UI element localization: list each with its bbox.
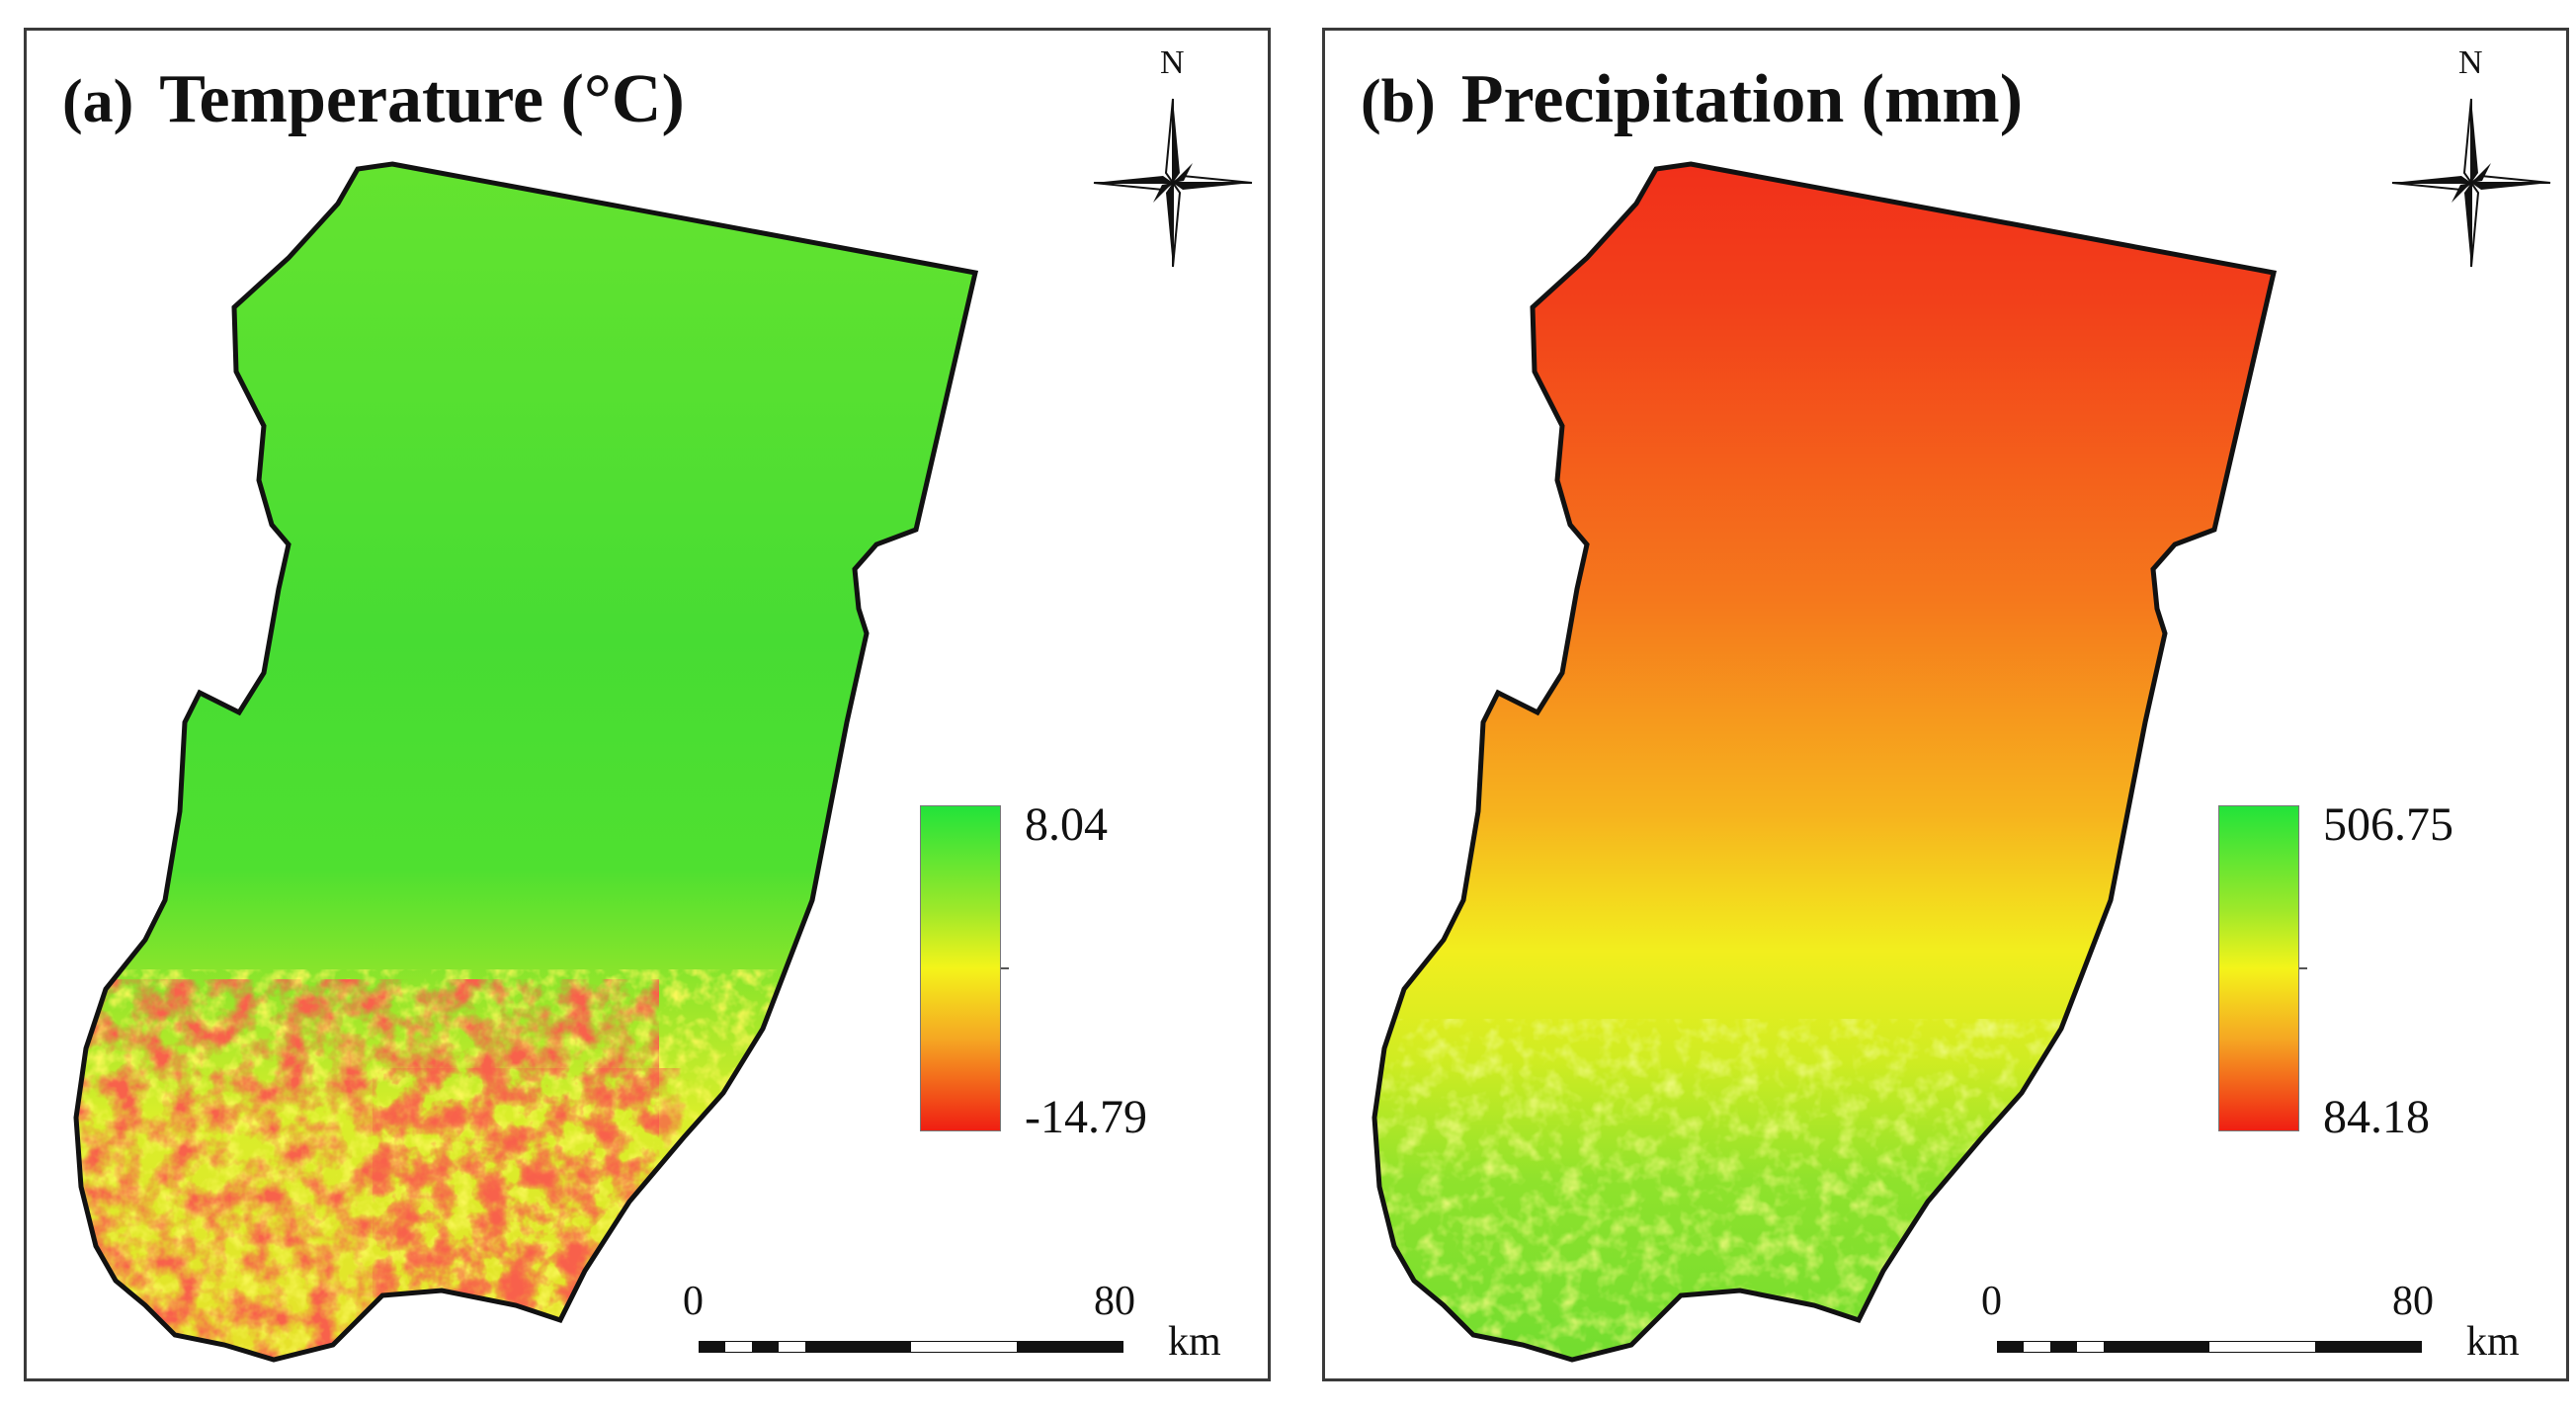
precipitation-map [1325,31,2569,1381]
north-label: N [2458,44,2483,81]
legend-mid-tick [2299,967,2307,969]
legend-min-value: -14.79 [1025,1091,1147,1143]
panel-tag: (b) [1361,68,1436,135]
panel-title: Temperature (°C) [159,61,685,137]
map-title: (a) Temperature (°C) [62,60,685,139]
map-title: (b) Precipitation (mm) [1361,60,2023,139]
legend-color-bar [920,805,1001,1131]
scale-max-label: 80 [2392,1279,2434,1324]
north-label: N [1160,44,1185,81]
scale-unit-label: km [1168,1319,1221,1365]
temperature-map [27,31,1271,1381]
north-arrow-icon: N [1089,44,1257,272]
legend-max-value: 8.04 [1025,798,1108,851]
panel-title: Precipitation (mm) [1460,61,2024,137]
panel-tag: (a) [62,68,134,135]
scale-zero-label: 0 [1981,1279,2002,1324]
temperature-map-panel: (a) Temperature (°C) N 8.04 -14.79 0 80 k… [24,28,1271,1381]
legend-max-value: 506.75 [2323,798,2453,851]
legend-mid-tick [1001,967,1009,969]
precipitation-map-panel: (b) Precipitation (mm) N 506.75 84.18 0 8… [1322,28,2569,1381]
legend-color-bar [2218,805,2299,1131]
scale-unit-label: km [2466,1319,2520,1365]
scale-max-label: 80 [1094,1279,1135,1324]
scale-bar-icon [1997,1341,2422,1353]
north-arrow-icon: N [2387,44,2555,272]
legend-min-value: 84.18 [2323,1091,2430,1143]
scale-zero-label: 0 [683,1279,704,1324]
scale-bar-icon [699,1341,1123,1353]
